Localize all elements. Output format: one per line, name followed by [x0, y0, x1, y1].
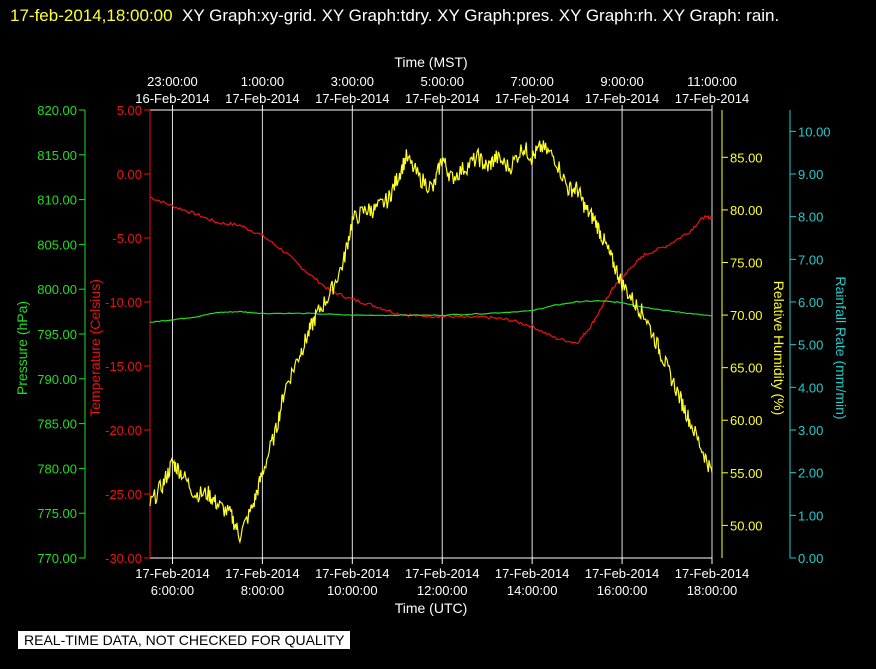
temperature-tick-label-6: -25.00: [105, 487, 142, 502]
temperature-tick-label-0: 5.00: [117, 103, 142, 118]
rainfall-tick-label-9: 1.00: [798, 508, 823, 523]
x-top-tick-time-6: 11:00:00: [687, 74, 737, 89]
axes: [79, 105, 796, 564]
x-bottom-tick-time-0: 6:00:00: [151, 583, 194, 598]
pressure-tick-label-0: 820.00: [37, 103, 77, 118]
temperature-tick-label-7: -30.00: [105, 551, 142, 566]
x-top-tick-date-4: 17-Feb-2014: [495, 91, 569, 106]
humidity-tick-label-0: 85.00: [730, 150, 763, 165]
x-bottom-tick-date-2: 17-Feb-2014: [315, 566, 389, 581]
x-bottom-tick-time-1: 8:00:00: [241, 583, 284, 598]
humidity-series-line: [149, 140, 713, 545]
data-series: [149, 140, 713, 545]
humidity-tick-label-7: 50.00: [730, 518, 763, 533]
axis-labels: 17-Feb-2014 6:00:00 17-Feb-2014 8:00:00 17-F…: [14, 54, 849, 616]
pressure-tick-label-6: 790.00: [37, 372, 77, 387]
x-top-tick-date-2: 17-Feb-2014: [315, 91, 389, 106]
rainfall-tick-label-3: 7.00: [798, 252, 823, 267]
graph-title: 17-feb-2014,18:00:00 XY Graph:xy-grid. X…: [10, 2, 860, 29]
grid-lines: [171, 110, 713, 558]
graph-timestamp: 17-feb-2014,18:00:00: [10, 6, 173, 25]
temperature-tick-label-1: 0.00: [117, 167, 142, 182]
x-top-tick-date-6: 17-Feb-2014: [675, 91, 749, 106]
x-bottom-tick-date-3: 17-Feb-2014: [405, 566, 479, 581]
x-bottom-tick-date-0: 17-Feb-2014: [135, 566, 209, 581]
rainfall-tick-label-4: 6.00: [798, 295, 823, 310]
rainfall-tick-label-1: 9.00: [798, 167, 823, 182]
x-top-tick-time-1: 1:00:00: [241, 74, 284, 89]
x-top-tick-date-1: 17-Feb-2014: [225, 91, 299, 106]
rainfall-tick-label-0: 10.00: [798, 124, 831, 139]
x-axis-label-utc: Time (UTC): [395, 600, 468, 616]
quality-notice: REAL-TIME DATA, NOT CHECKED FOR QUALITY: [18, 631, 351, 649]
x-bottom-tick-time-6: 18:00:00: [687, 583, 738, 598]
x-bottom-tick-date-6: 17-Feb-2014: [675, 566, 749, 581]
x-top-tick-date-0: 16-Feb-2014: [135, 91, 209, 106]
x-bottom-tick-date-1: 17-Feb-2014: [225, 566, 299, 581]
pressure-tick-label-3: 805.00: [37, 237, 77, 252]
pressure-tick-label-8: 780.00: [37, 461, 77, 476]
rainfall-tick-label-8: 2.00: [798, 466, 823, 481]
rainfall-tick-label-5: 5.00: [798, 338, 823, 353]
temperature-tick-label-5: -20.00: [105, 423, 142, 438]
pressure-tick-label-5: 795.00: [37, 327, 77, 342]
rainfall-tick-label-7: 3.00: [798, 423, 823, 438]
x-top-tick-time-0: 23:00:00: [147, 74, 198, 89]
x-bottom-tick-time-4: 14:00:00: [507, 583, 558, 598]
humidity-tick-label-5: 60.00: [730, 413, 763, 428]
x-bottom-tick-time-3: 12:00:00: [417, 583, 468, 598]
pressure-tick-label-9: 775.00: [37, 506, 77, 521]
humidity-tick-label-6: 55.00: [730, 466, 763, 481]
x-top-tick-time-4: 7:00:00: [510, 74, 553, 89]
temperature-axis-title: Temperature (Celsius): [87, 279, 103, 417]
temperature-tick-label-3: -10.00: [105, 295, 142, 310]
x-top-tick-time-5: 9:00:00: [600, 74, 643, 89]
pressure-tick-label-10: 770.00: [37, 551, 77, 566]
x-bottom-tick-time-5: 16:00:00: [597, 583, 648, 598]
temperature-tick-label-4: -15.00: [105, 359, 142, 374]
pressure-tick-label-1: 815.00: [37, 148, 77, 163]
x-top-tick-date-3: 17-Feb-2014: [405, 91, 479, 106]
x-bottom-tick-date-5: 17-Feb-2014: [585, 566, 659, 581]
humidity-tick-label-3: 70.00: [730, 308, 763, 323]
pressure-tick-label-7: 785.00: [37, 417, 77, 432]
pressure-tick-label-2: 810.00: [37, 193, 77, 208]
rainfall-tick-label-10: 0.00: [798, 551, 823, 566]
rainfall-tick-label-2: 8.00: [798, 210, 823, 225]
x-top-tick-time-3: 5:00:00: [421, 74, 464, 89]
humidity-tick-label-4: 65.00: [730, 361, 763, 376]
x-top-tick-date-5: 17-Feb-2014: [585, 91, 659, 106]
pressure-tick-label-4: 800.00: [37, 282, 77, 297]
x-bottom-tick-time-2: 10:00:00: [327, 583, 378, 598]
pressure-axis-title: Pressure (hPa): [14, 301, 30, 395]
humidity-tick-label-2: 75.00: [730, 255, 763, 270]
humidity-tick-label-1: 80.00: [730, 203, 763, 218]
x-bottom-tick-date-4: 17-Feb-2014: [495, 566, 569, 581]
x-axis-label-mst: Time (MST): [394, 54, 467, 70]
rainfall-axis-title: Rainfall Rate (mm/min): [833, 276, 849, 419]
rainfall-tick-label-6: 4.00: [798, 380, 823, 395]
x-top-tick-time-2: 3:00:00: [331, 74, 374, 89]
humidity-axis-title: Relative Humidity (%): [771, 281, 787, 416]
graph-layers-list: XY Graph:xy-grid. XY Graph:tdry. XY Grap…: [182, 6, 780, 25]
temperature-tick-label-2: -5.00: [112, 231, 142, 246]
pressure-series-line: [150, 299, 713, 323]
temperature-series-line: [149, 196, 713, 345]
